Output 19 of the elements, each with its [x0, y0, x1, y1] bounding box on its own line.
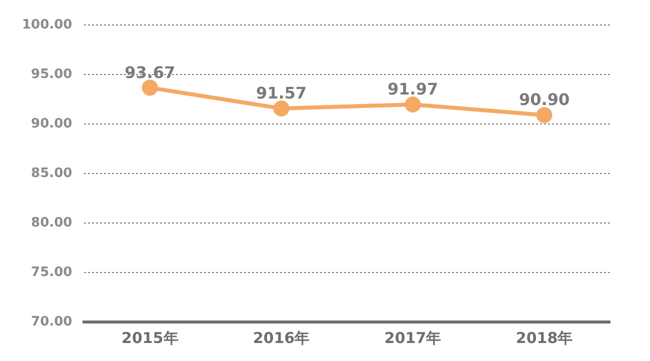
point [536, 107, 552, 124]
point [142, 80, 158, 96]
y-tick-label: 100.00 [22, 17, 72, 32]
y-tick-label: 95.00 [31, 66, 72, 82]
x-tick-label: 2018年 [516, 328, 573, 347]
x-tick-label: 2015年 [122, 328, 178, 347]
data-label: 90.90 [518, 90, 570, 110]
y-tick-label: 80.00 [31, 215, 72, 230]
y-tick-label: 85.00 [31, 166, 72, 181]
data-label: 93.67 [124, 62, 176, 82]
y-tick-label: 75.00 [31, 264, 72, 280]
data-label: 91.57 [256, 84, 307, 103]
point [404, 96, 421, 112]
y-tick-label: 70.00 [31, 314, 72, 330]
point [273, 100, 290, 116]
x-tick-label: 2017年 [384, 328, 442, 347]
data-label: 91.97 [388, 80, 438, 99]
y-tick-label: 90.00 [31, 116, 72, 132]
x-tick-label: 2016年 [252, 328, 310, 347]
